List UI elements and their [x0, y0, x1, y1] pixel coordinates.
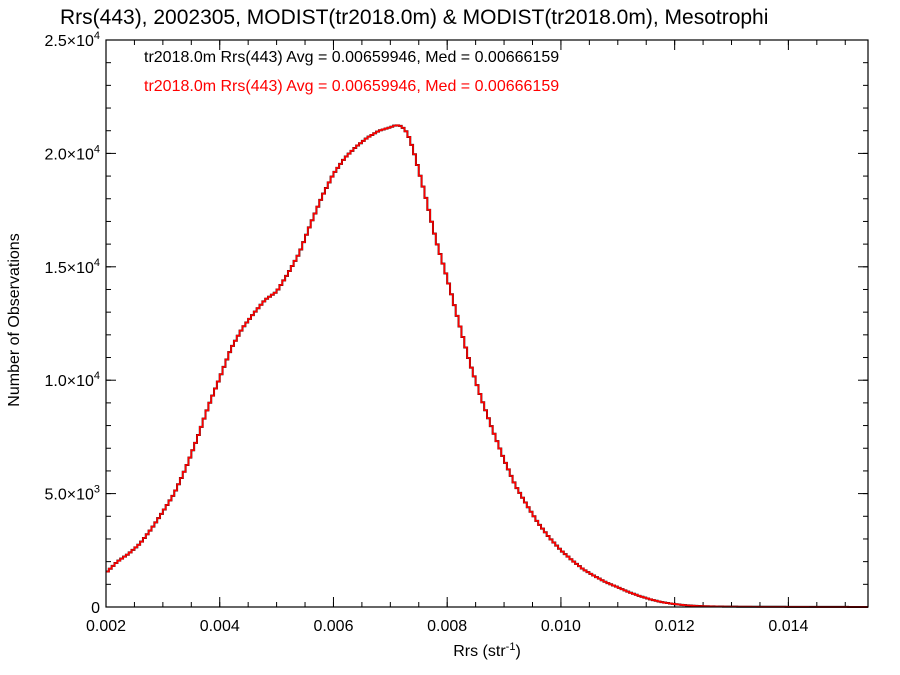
x-axis-label: Rrs (str-1) [453, 641, 521, 660]
y-tick-label: 2.5×104 [44, 30, 100, 50]
plot-frame [105, 39, 869, 608]
x-tick-label: 0.006 [313, 618, 353, 635]
x-tick-label: 0.008 [427, 618, 467, 635]
y-tick-label: 0 [91, 600, 100, 617]
x-tick-labels: 0.002 0.004 0.006 0.008 0.010 0.012 0.014 [86, 618, 809, 635]
x-tick-label: 0.004 [200, 618, 240, 635]
legend: tr2018.0m Rrs(443) Avg = 0.00659946, Med… [144, 49, 559, 95]
x-tick-label: 0.012 [655, 618, 695, 635]
y-tick-labels: 0 5.0×103 1.0×104 1.5×104 2.0×104 2.5×104 [44, 30, 100, 617]
y-tick-label: 5.0×103 [44, 484, 100, 504]
plot-series [106, 124, 868, 608]
series-line-red [106, 124, 868, 608]
series-line-black [106, 124, 868, 608]
y-tick-label: 1.0×104 [44, 370, 100, 390]
x-tick-label: 0.002 [86, 618, 126, 635]
legend-entry-black: tr2018.0m Rrs(443) Avg = 0.00659946, Med… [144, 49, 559, 66]
y-tick-label: 2.0×104 [44, 143, 100, 163]
x-tick-label: 0.010 [541, 618, 581, 635]
y-axis-label: Number of Observations [6, 233, 23, 406]
chart-title: Rrs(443), 2002305, MODIST(tr2018.0m) & M… [60, 6, 768, 29]
tick-marks [105, 39, 868, 608]
legend-entry-red: tr2018.0m Rrs(443) Avg = 0.00659946, Med… [144, 78, 559, 95]
y-tick-label: 1.5×104 [44, 257, 100, 277]
x-tick-label: 0.014 [768, 618, 808, 635]
